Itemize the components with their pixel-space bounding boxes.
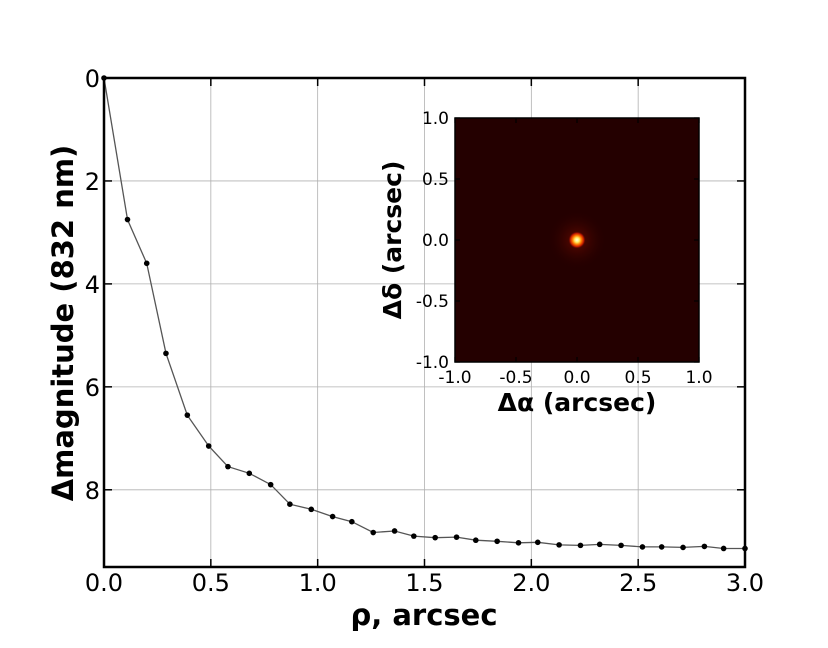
contrast-curve (101, 75, 748, 552)
series-point (680, 544, 686, 551)
series-point (124, 216, 131, 223)
series-point (287, 501, 293, 508)
series-point (432, 534, 438, 541)
series-point (596, 541, 603, 548)
inset-source-psf (568, 231, 586, 249)
main-x-tick-label: 1.0 (299, 569, 337, 597)
main-x-tick-label: 2.0 (512, 569, 550, 597)
series-point (225, 463, 231, 470)
main-x-tick-label: 0.0 (85, 569, 123, 597)
inset-y-tick-label: 0.5 (422, 170, 449, 190)
series-point (246, 470, 253, 477)
series-point (534, 539, 541, 546)
inset-plot: -1.0 -0.5 0.0 0.5 1.0 -1.0 -0.5 0.0 0.5 1.0 Δα (… (378, 109, 713, 417)
inset-y-axis-title: Δδ (arcsec) (378, 161, 407, 320)
series-point (411, 533, 417, 539)
main-y-axis-title: Δmagnitude (832 nm) (46, 145, 80, 502)
main-y-tick-label: 4 (85, 271, 100, 299)
series-point (556, 542, 562, 548)
series-point (701, 543, 708, 550)
series-point (639, 544, 646, 550)
series-point (370, 529, 377, 536)
main-x-tick-label: 0.5 (192, 569, 230, 597)
series-point (267, 481, 274, 488)
series-point (472, 537, 479, 544)
inset-y-tick-labels: -1.0 -0.5 0.0 0.5 1.0 (416, 109, 449, 373)
series-point (163, 350, 169, 357)
series-point (205, 443, 212, 449)
main-y-tick-label: 2 (85, 168, 100, 196)
main-x-tick-label: 3.0 (726, 569, 764, 597)
series-point (329, 513, 336, 520)
inset-frame (454, 117, 700, 363)
series-point (658, 544, 665, 550)
main-plot-frame (102, 76, 747, 569)
main-x-tick-label: 1.5 (405, 569, 443, 597)
series-point (618, 542, 624, 549)
series-line (103, 77, 745, 550)
series-point (453, 534, 460, 540)
series-point (184, 412, 191, 418)
series-point (720, 545, 727, 552)
main-x-tick-labels: 0.0 0.5 1.0 1.5 2.0 2.5 3.0 (85, 569, 764, 597)
main-y-tick-label: 8 (85, 477, 100, 505)
inset-x-tick-label: 0.5 (624, 368, 651, 388)
inset-x-tick-labels: -1.0 -0.5 0.0 0.5 1.0 (438, 368, 712, 388)
series-point (349, 518, 355, 525)
series-point (577, 542, 584, 549)
inset-y-tick-label: -1.0 (416, 353, 449, 373)
series-point (308, 506, 315, 513)
inset-x-tick-label: 0.0 (563, 368, 590, 388)
main-x-axis-title: ρ, arcsec (350, 598, 497, 632)
inset-x-tick-label: 1.0 (685, 368, 712, 388)
inset-x-tick-label: -1.0 (438, 368, 471, 388)
series-point (515, 540, 522, 546)
inset-y-tick-label: 1.0 (422, 109, 449, 129)
main-y-tick-labels: 0 2 4 6 8 (85, 65, 100, 505)
inset-x-axis-title: Δα (arcsec) (498, 388, 657, 417)
series-point (391, 528, 398, 534)
inset-y-tick-label: 0.0 (422, 231, 449, 251)
main-y-tick-label: 6 (85, 374, 100, 402)
main-y-tick-label: 0 (85, 65, 100, 93)
inset-y-tick-label: -0.5 (416, 292, 449, 312)
series-point (143, 260, 150, 267)
series-point (494, 538, 500, 545)
main-x-tick-label: 2.5 (619, 569, 657, 597)
inset-x-tick-label: -0.5 (499, 368, 532, 388)
